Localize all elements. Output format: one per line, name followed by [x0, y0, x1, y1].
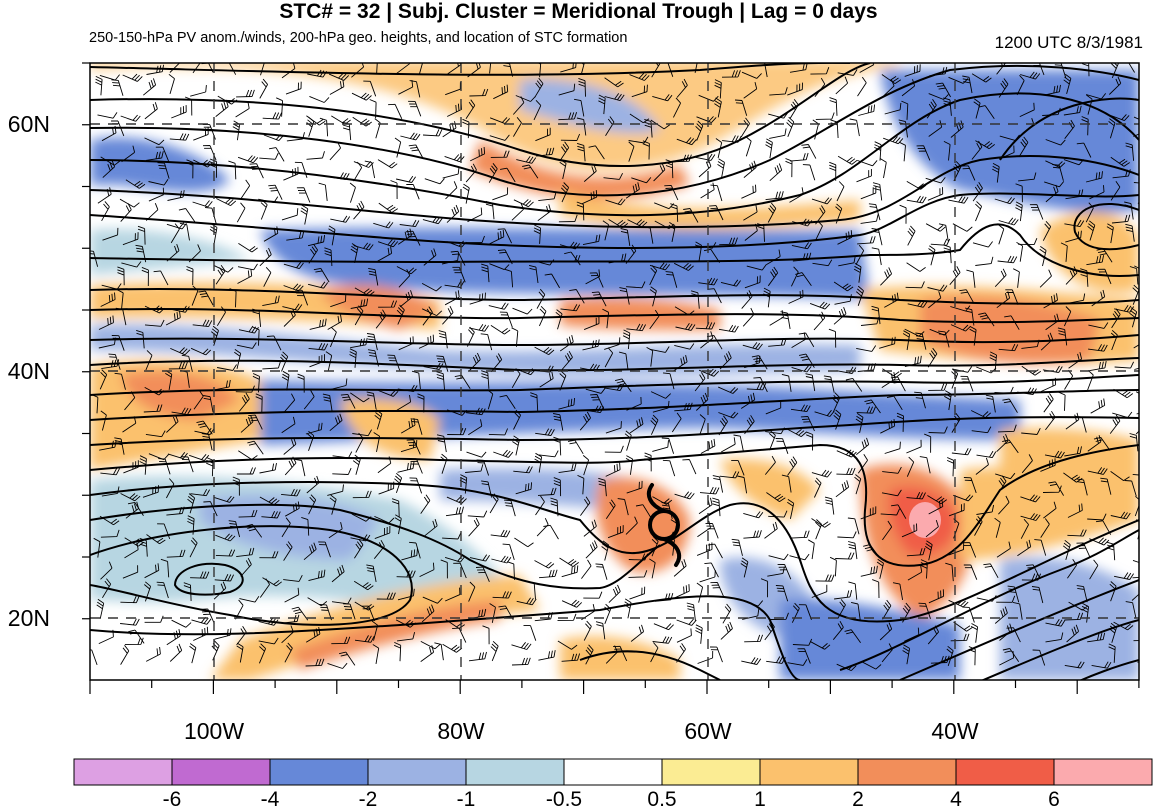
colorbar-label: 1 [754, 788, 766, 811]
chart-title: STC# = 32 | Subj. Cluster = Meridional T… [279, 0, 878, 23]
colorbar-swatch [73, 758, 173, 786]
colorbar-swatch [955, 758, 1055, 786]
lon-label-100w: 100W [183, 718, 245, 744]
colorbar-swatch [367, 758, 467, 786]
chart-subtitle: 250-150-hPa PV anom./winds, 200-hPa geo.… [89, 30, 628, 46]
colorbar-label: 4 [950, 788, 962, 811]
tropical-cyclone-icon [646, 483, 682, 567]
colorbar-label: 6 [1048, 788, 1060, 811]
colorbar-swatch [171, 758, 271, 786]
colorbar [73, 758, 1153, 786]
colorbar-label: -4 [260, 788, 280, 811]
colorbar-swatch [759, 758, 859, 786]
lat-label-60n: 60N [7, 111, 50, 137]
colorbar-swatch [857, 758, 957, 786]
colorbar-swatch [1053, 758, 1153, 786]
lon-label-80w: 80W [437, 718, 485, 744]
lat-label-20n: 20N [7, 605, 50, 631]
lon-label-40w: 40W [931, 718, 979, 744]
lon-label-60w: 60W [684, 718, 732, 744]
colorbar-swatch [563, 758, 663, 786]
axis-ticks [82, 62, 1140, 694]
colorbar-label: -6 [162, 788, 182, 811]
wind-barbs [90, 63, 1139, 672]
colorbar-label: 0.5 [647, 788, 677, 811]
colorbar-swatch [269, 758, 369, 786]
colorbar-swatch [661, 758, 761, 786]
colorbar-label: -1 [456, 788, 476, 811]
colorbar-label: 2 [852, 788, 864, 811]
height-contours [90, 63, 1139, 680]
colorbar-label: -2 [358, 788, 378, 811]
valid-time: 1200 UTC 8/3/1981 [994, 33, 1143, 52]
colorbar-swatch [465, 758, 565, 786]
map-gridlines [90, 63, 1139, 680]
colorbar-label: -0.5 [545, 788, 583, 811]
lat-label-40n: 40N [7, 358, 50, 384]
